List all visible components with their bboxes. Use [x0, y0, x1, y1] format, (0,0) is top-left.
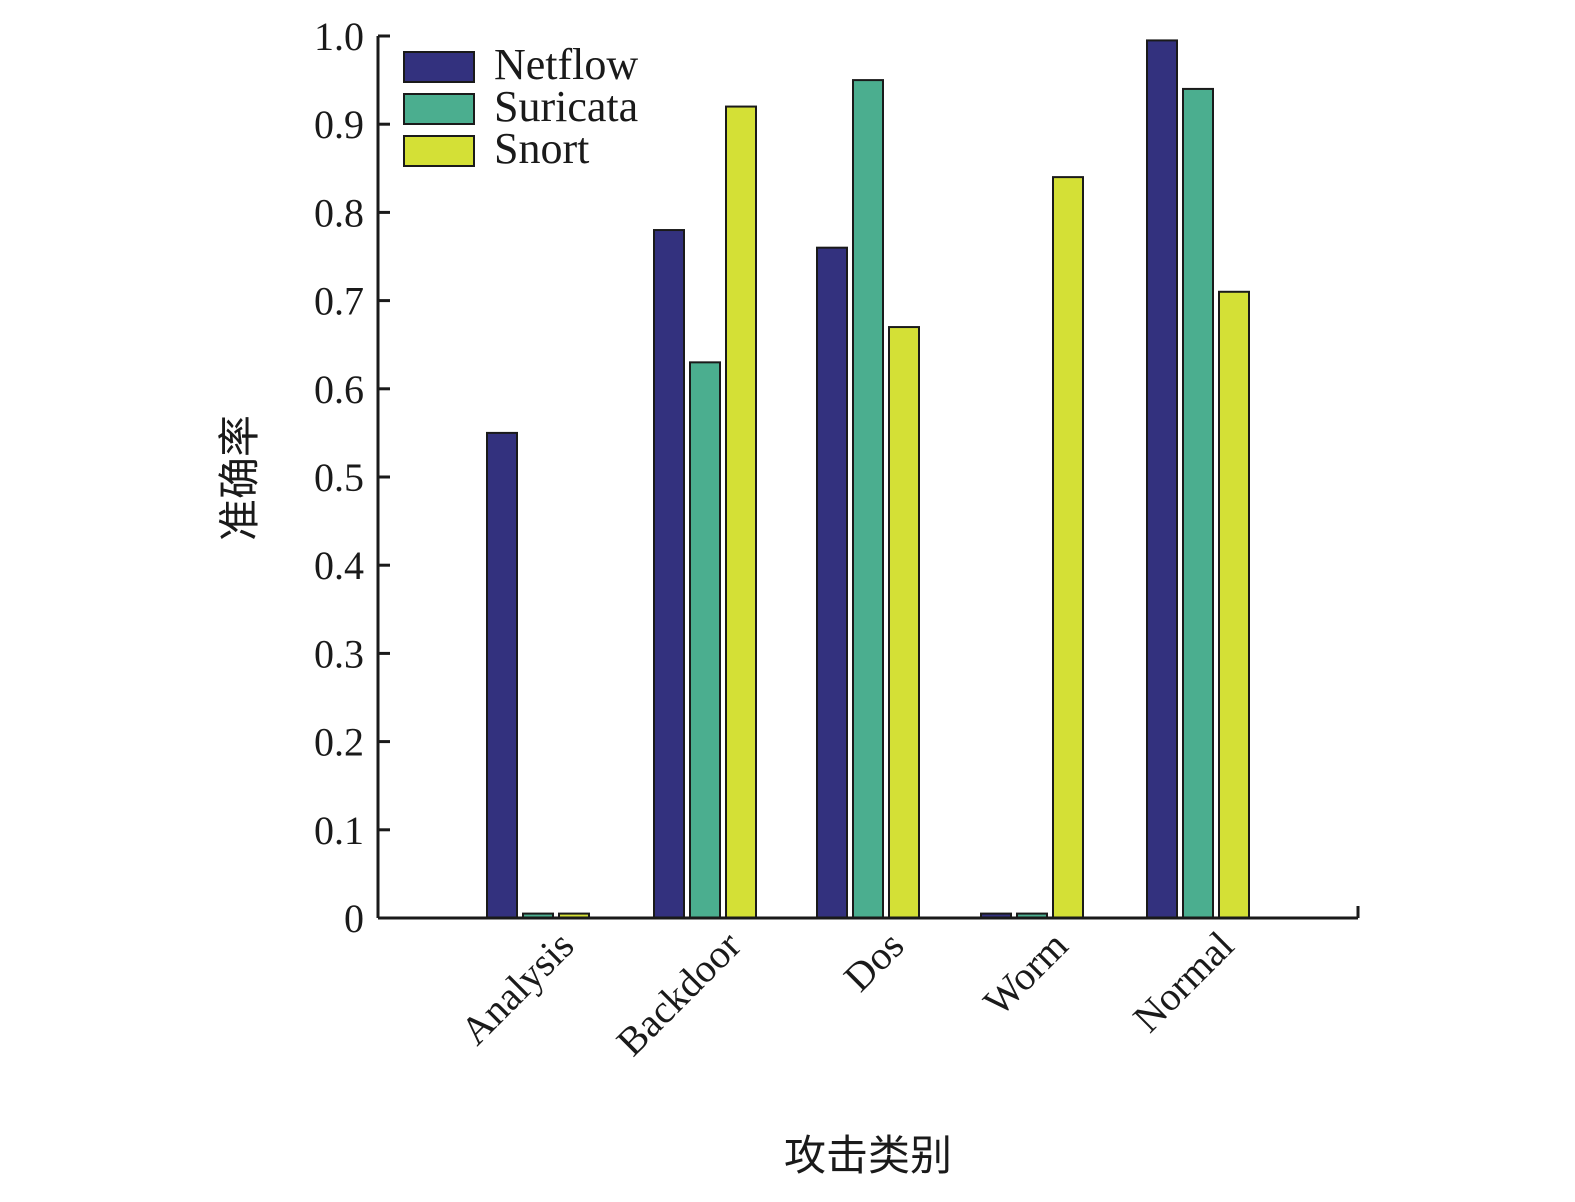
- y-tick-label: 0.6: [314, 367, 364, 412]
- y-ticks: 0 0.1 0.2 0.3 0.4 0.5 0.6 0.7 0.8 0.9 1.0: [314, 14, 390, 941]
- legend-label-netflow: Netflow: [494, 40, 638, 89]
- bar-netflow-backdoor: [653, 229, 685, 920]
- bar-netflow-analysis: [486, 431, 518, 919]
- category-label-analysis: Analysis: [452, 923, 583, 1054]
- legend-label-snort: Snort: [494, 124, 589, 173]
- legend-swatch-suricata: [403, 93, 475, 125]
- category-label-normal: Normal: [1124, 923, 1242, 1041]
- bar-snort-normal: [1218, 290, 1250, 919]
- bar-snort-worm: [1052, 176, 1084, 919]
- category-label-worm: Worm: [975, 923, 1077, 1025]
- legend-swatch-snort: [403, 135, 475, 167]
- y-tick-label: 0: [344, 896, 364, 941]
- bar-netflow-normal: [1146, 39, 1178, 920]
- bar-suricata-backdoor: [689, 361, 721, 919]
- bars-layer: [486, 39, 1250, 920]
- bar-suricata-normal: [1182, 87, 1214, 920]
- legend-label-suricata: Suricata: [494, 82, 638, 131]
- category-label-dos: Dos: [835, 923, 912, 1000]
- x-axis-title: 攻击类别: [784, 1134, 952, 1180]
- y-tick-label: 0.7: [314, 279, 364, 324]
- y-tick-label: 1.0: [314, 14, 364, 59]
- y-tick-label: 0.5: [314, 455, 364, 500]
- bar-snort-backdoor: [725, 105, 757, 919]
- y-tick-label: 0.3: [314, 631, 364, 676]
- bar-snort-dos: [888, 326, 920, 919]
- category-label-backdoor: Backdoor: [608, 923, 750, 1065]
- y-axis-title: 准确率: [217, 415, 264, 541]
- y-tick-label: 0.4: [314, 543, 364, 588]
- category-labels: Analysis Backdoor Dos Worm Normal: [452, 923, 1243, 1065]
- legend-swatch-netflow: [403, 51, 475, 83]
- y-tick-label: 0.2: [314, 720, 364, 765]
- bar-suricata-dos: [852, 79, 884, 920]
- y-tick-label: 0.1: [314, 808, 364, 853]
- bar-netflow-dos: [816, 246, 848, 919]
- y-tick-label: 0.9: [314, 102, 364, 147]
- y-tick-label: 0.8: [314, 190, 364, 235]
